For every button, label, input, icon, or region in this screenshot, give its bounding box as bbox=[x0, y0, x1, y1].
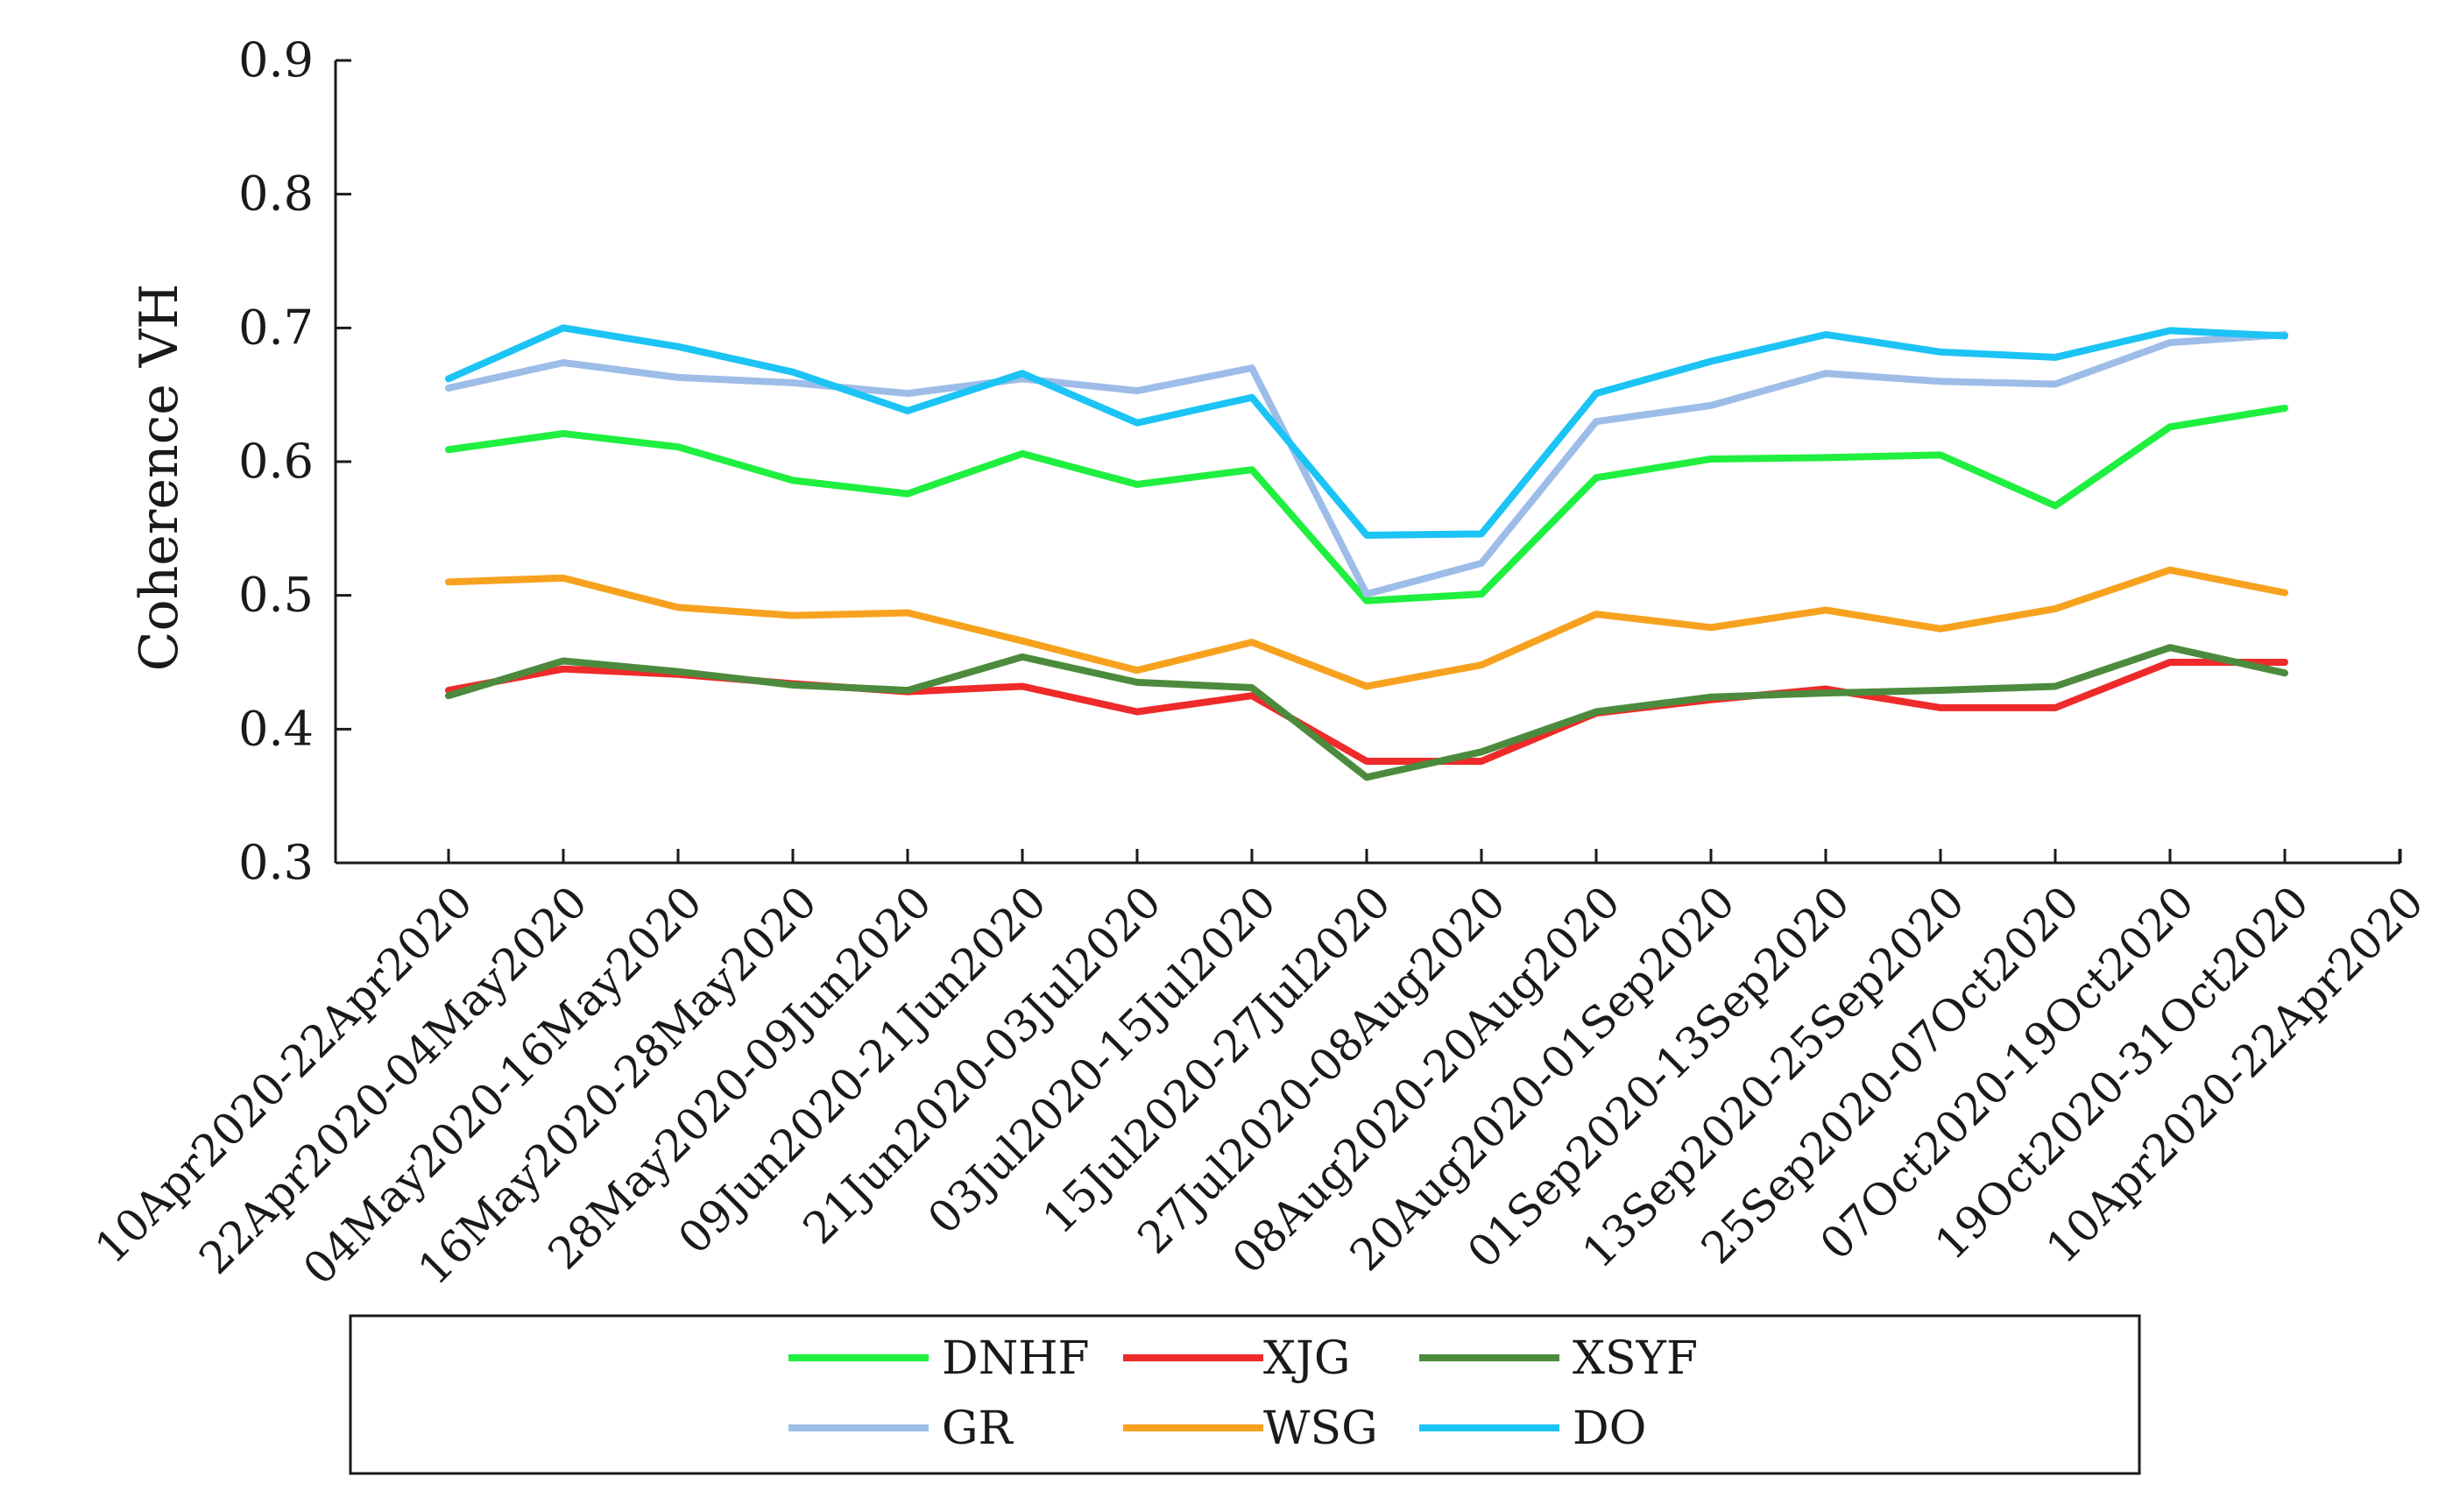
y-tick-label: 0.5 bbox=[238, 568, 314, 623]
y-axis-ticks: 0.3 0.4 0.5 0.6 0.7 0.8 0.9 bbox=[238, 32, 351, 890]
series-lines bbox=[445, 324, 2288, 781]
series-line-gr bbox=[445, 330, 2288, 598]
legend-label-do: DO bbox=[1573, 1402, 1646, 1455]
legend-label-wsg: WSG bbox=[1263, 1402, 1378, 1455]
axes bbox=[334, 60, 2402, 865]
legend-label-xsyf: XSYF bbox=[1573, 1332, 1698, 1385]
y-tick-label: 0.3 bbox=[238, 835, 314, 890]
series-line-dnhf bbox=[445, 404, 2288, 604]
series-line-xsyf bbox=[445, 644, 2288, 781]
y-tick-label: 0.7 bbox=[238, 300, 314, 355]
y-axis-label: Coherence VH bbox=[129, 284, 190, 672]
y-tick-label: 0.4 bbox=[238, 701, 314, 756]
series-line-do bbox=[445, 324, 2288, 539]
legend-label-dnhf: DNHF bbox=[942, 1332, 1090, 1385]
y-tick-label: 0.9 bbox=[238, 32, 314, 88]
series-line-wsg bbox=[445, 566, 2288, 690]
x-axis-ticks: 10Apr2020-22Apr202022Apr2020-04May202004… bbox=[85, 849, 2433, 1295]
legend: DNHF XJG XSYF GR WSG DO bbox=[349, 1314, 2141, 1475]
y-tick-label: 0.8 bbox=[238, 166, 314, 222]
legend-label-gr: GR bbox=[942, 1402, 1014, 1455]
legend-label-xjg: XJG bbox=[1263, 1332, 1350, 1385]
y-tick-label: 0.6 bbox=[238, 434, 314, 489]
legend-box bbox=[349, 1314, 2141, 1475]
